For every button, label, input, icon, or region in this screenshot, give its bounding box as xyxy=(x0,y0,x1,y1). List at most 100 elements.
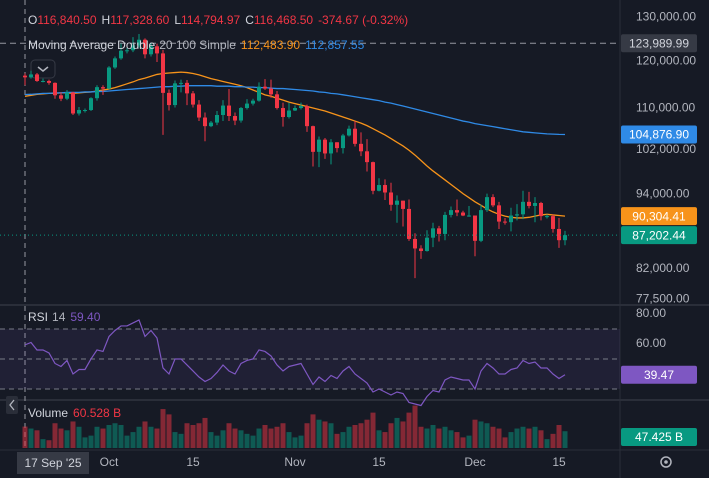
candle-body xyxy=(47,80,51,83)
candle-body xyxy=(329,142,333,154)
volume-bar xyxy=(340,432,346,448)
volume-bar xyxy=(76,426,82,448)
volume-bar xyxy=(58,428,64,448)
volume-bar xyxy=(184,423,190,448)
volume-bar xyxy=(538,430,544,448)
indicator-name: Volume xyxy=(28,406,68,420)
candle-body xyxy=(341,135,345,149)
volume-bar xyxy=(130,432,136,448)
volume-bar xyxy=(94,426,100,448)
volume-bar xyxy=(226,423,232,448)
volume-bar xyxy=(304,423,310,448)
volume-bar xyxy=(358,423,364,448)
candle-body xyxy=(311,126,315,152)
candle-body xyxy=(107,67,111,89)
volume-bar xyxy=(322,421,328,448)
volume-bar xyxy=(508,432,514,448)
candle-body xyxy=(491,197,495,206)
price-label-box xyxy=(621,207,697,226)
volume-bar xyxy=(418,426,424,448)
candle-body xyxy=(257,86,261,101)
scroll-button[interactable] xyxy=(6,396,18,414)
price-label: 47.425 B xyxy=(635,430,683,444)
volume-bar xyxy=(262,425,268,448)
volume-bar xyxy=(430,425,436,448)
candle-body xyxy=(59,95,63,99)
candle-body xyxy=(167,92,171,106)
candle-body xyxy=(275,94,279,109)
candle-body xyxy=(389,192,393,205)
candle-body xyxy=(149,46,153,55)
volume-bar xyxy=(124,435,130,448)
candle-body xyxy=(269,88,273,95)
candle-body xyxy=(371,162,375,191)
volume-bar xyxy=(40,439,46,448)
candle-body xyxy=(101,87,105,89)
volume-bar xyxy=(274,426,280,448)
moving-average-line xyxy=(24,85,566,136)
candle-body xyxy=(539,203,543,217)
volume-bar xyxy=(352,425,358,448)
candle-body xyxy=(515,214,519,216)
candle-body xyxy=(497,205,501,222)
price-label: 104,876.90 xyxy=(629,128,689,142)
volume-bar xyxy=(328,423,334,448)
x-tick-label: 15 xyxy=(552,455,566,469)
volume-bar xyxy=(238,430,244,448)
candle-body xyxy=(245,103,249,109)
candle-body xyxy=(419,248,423,252)
candle-body xyxy=(113,58,117,68)
volume-bar xyxy=(106,425,112,448)
volume-bar xyxy=(232,428,238,448)
candle-body xyxy=(383,185,387,193)
candle-body xyxy=(473,215,477,241)
price-label: 87,202.44 xyxy=(632,228,686,242)
candle-body xyxy=(347,128,351,136)
candle-body xyxy=(467,215,471,217)
volume-bar xyxy=(100,428,106,448)
indicator-value: 112,483.90 xyxy=(241,38,300,52)
candle-body xyxy=(197,104,201,118)
collapse-button[interactable] xyxy=(30,59,56,79)
y-tick-label: 82,000.00 xyxy=(636,261,690,275)
legend-value: 116,468.50 xyxy=(254,13,313,27)
candle-body xyxy=(287,110,291,118)
y-tick-label: 102,000.00 xyxy=(636,142,696,156)
candle-body xyxy=(191,93,195,105)
candle-body xyxy=(557,228,561,241)
candle-body xyxy=(143,39,147,55)
candle-body xyxy=(233,116,237,121)
candle-body xyxy=(209,122,213,127)
candle-body xyxy=(251,100,255,104)
volume-bar xyxy=(298,435,304,448)
y-tick-label: 77,500.00 xyxy=(636,292,690,306)
legend-value: 116,840.50 xyxy=(37,13,96,27)
candle-body xyxy=(185,82,189,94)
volume-bar xyxy=(172,432,178,448)
candle-body xyxy=(401,200,405,209)
volume-bar xyxy=(406,412,412,448)
y-tick-label: 60.00 xyxy=(636,336,666,350)
candle-body xyxy=(179,82,183,84)
volume-bar xyxy=(346,426,352,448)
candle-body xyxy=(395,200,399,205)
candle-body xyxy=(455,210,459,213)
candle-body xyxy=(71,92,75,114)
legend-value: 114,794.97 xyxy=(181,13,240,27)
volume-bar xyxy=(532,426,538,448)
candle-body xyxy=(377,185,381,191)
volume-bar xyxy=(154,428,160,448)
indicator-value: 60.528 B xyxy=(73,406,121,420)
candle-body xyxy=(335,142,339,149)
volume-bar xyxy=(382,432,388,448)
candle-body xyxy=(485,197,489,211)
volume-bar xyxy=(562,431,568,448)
indicator-name: Moving Average Double xyxy=(28,38,156,52)
volume-bar xyxy=(550,433,556,448)
volume-bar xyxy=(250,435,256,448)
settings-button[interactable] xyxy=(660,456,672,468)
candle-body xyxy=(305,106,309,127)
candle-body xyxy=(131,45,135,51)
volume-bar xyxy=(454,432,460,448)
